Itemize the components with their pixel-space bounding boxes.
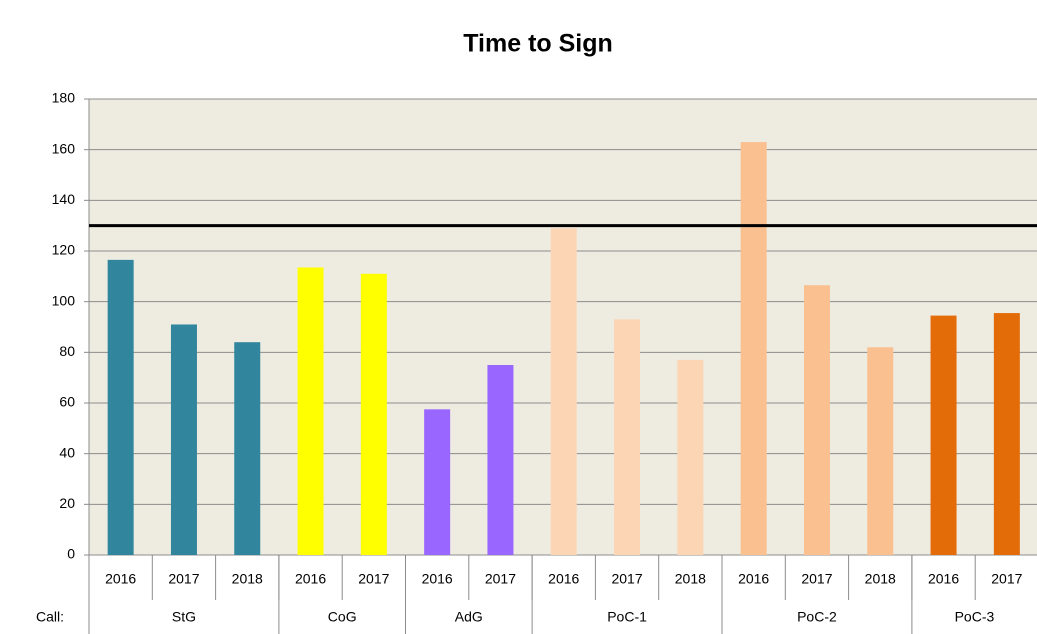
y-tick-label: 40 [59, 444, 75, 460]
group-label: PoC-3 [955, 609, 995, 625]
group-label: PoC-2 [797, 609, 837, 625]
x-tick-label: 2017 [485, 571, 516, 587]
x-tick-label: 2016 [295, 571, 326, 587]
bar [550, 228, 577, 555]
y-tick-label: 20 [59, 495, 75, 511]
x-tick-label: 2018 [865, 571, 896, 587]
x-tick-label: 2017 [358, 571, 389, 587]
x-tick-label: 2017 [801, 571, 832, 587]
x-tick-label: 2016 [105, 571, 136, 587]
bar [993, 313, 1020, 555]
x-tick-label: 2016 [738, 571, 769, 587]
y-tick-label: 80 [59, 343, 75, 359]
bar [170, 324, 197, 555]
x-tick-label: 2016 [422, 571, 453, 587]
row-label: Call: [36, 609, 64, 625]
x-tick-label: 2016 [928, 571, 959, 587]
x-tick-label: 2017 [168, 571, 199, 587]
group-label: AdG [455, 609, 483, 625]
bar [867, 347, 894, 555]
bar [677, 359, 704, 555]
x-tick-label: 2018 [232, 571, 263, 587]
x-tick-label: 2016 [548, 571, 579, 587]
chart-title: Time to Sign [463, 30, 613, 58]
bar [487, 365, 514, 555]
bar [297, 267, 324, 555]
x-tick-label: 2017 [991, 571, 1022, 587]
y-tick-label: 180 [52, 90, 76, 106]
bar [234, 342, 261, 555]
group-label: CoG [328, 609, 357, 625]
y-tick-label: 120 [52, 242, 76, 258]
y-tick-label: 160 [52, 140, 76, 156]
bar [107, 259, 134, 555]
group-label: StG [172, 609, 196, 625]
group-label: PoC-1 [607, 609, 647, 625]
x-tick-label: 2018 [675, 571, 706, 587]
bar [614, 319, 641, 555]
bar [803, 285, 830, 555]
bar [424, 409, 451, 555]
bar [930, 315, 957, 555]
y-tick-label: 100 [52, 292, 76, 308]
y-tick-label: 60 [59, 394, 75, 410]
y-tick-label: 140 [52, 191, 76, 207]
x-tick-label: 2017 [611, 571, 642, 587]
bar [740, 142, 767, 556]
bar [360, 273, 387, 555]
y-tick-label: 0 [67, 546, 75, 562]
